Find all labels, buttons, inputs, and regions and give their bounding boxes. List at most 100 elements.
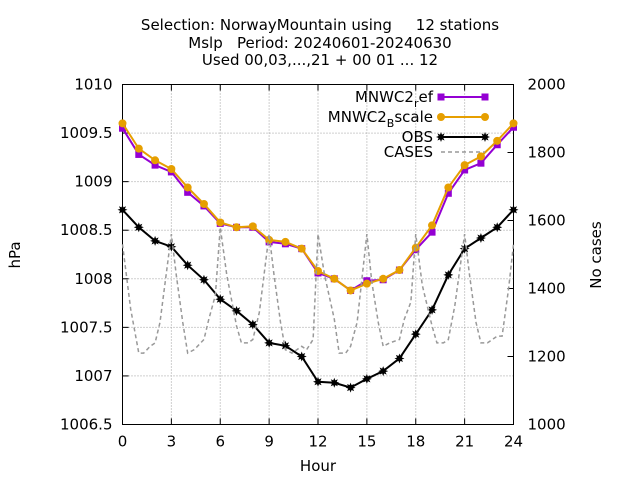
y-tick-label: 1010 [74,76,112,94]
data-point [215,294,226,305]
y2-axis-label: No cases [587,221,605,289]
series-3 [121,227,515,355]
data-point [118,119,127,128]
y2-tick-label: 1400 [528,280,566,298]
y2-tick-label: 1600 [528,212,566,230]
data-point [133,222,144,233]
x-tick-label: 3 [167,433,177,451]
series-1 [118,119,518,295]
x-tick-label: 12 [308,433,327,451]
data-point [378,366,389,377]
data-point [184,188,192,196]
x-tick-label: 9 [264,433,274,451]
data-point [264,337,275,348]
legend-marker [437,113,445,121]
data-point [345,382,356,393]
data-point [443,269,454,280]
series-2 [117,204,519,393]
x-tick-label: 24 [504,433,523,451]
x-tick-label: 21 [455,433,474,451]
data-point [119,124,126,132]
data-point [199,199,208,208]
data-point [151,161,159,169]
data-point [150,235,161,246]
data-point [166,241,177,252]
x-axis-label: Hour [300,457,337,475]
y-tick-label: 1007 [74,367,112,385]
chart-title-line-1: Selection: NorwayMountain using 12 stati… [140,16,500,34]
axis-ticks: 0 3 6 9 12 15 18 21 24 1006.5 1007 1007.5 1008 1008.5… [60,76,566,451]
data-point [134,144,143,153]
y-tick-label: 1008 [74,270,112,288]
data-point [183,183,192,192]
data-point [167,165,176,174]
data-point [296,351,307,362]
y-axis-label: hPa [6,241,24,268]
x-tick-label: 15 [357,433,376,451]
legend-label: MNWC2Bscale [328,108,433,130]
chart-title-line-2: Mslp Period: 20240601-20240630 [188,34,452,52]
y2-tick-label: 2000 [528,76,566,94]
y2-tick-label: 1800 [528,144,566,162]
x-tick-label: 18 [406,433,425,451]
data-point [216,218,225,227]
data-point [459,243,470,254]
legend-marker [480,132,490,142]
data-point [509,119,518,128]
legend-marker [481,113,489,121]
data-point [232,223,241,232]
data-point [395,266,404,275]
data-point [362,279,371,288]
data-point [281,237,290,246]
data-point [198,274,209,285]
y-tick-label: 1009 [74,173,112,191]
y-tick-label: 1007.5 [60,318,113,336]
data-point [476,152,485,161]
data-point [394,353,405,364]
data-point [461,166,469,174]
y-tick-label: 1009.5 [60,124,113,142]
data-point [346,286,355,295]
legend-label: CASES [384,143,433,161]
legend-label: MNWC2ref [355,88,434,110]
y-tick-label: 1008.5 [60,221,113,239]
data-point [444,183,453,192]
data-point [297,244,306,253]
data-point [444,189,452,197]
series-line [121,227,515,355]
data-point [411,243,420,252]
data-point [248,222,257,231]
data-point [410,329,421,340]
data-point [460,161,469,170]
legend-marker [481,93,489,101]
data-point [477,159,485,167]
legend-marker [437,93,445,101]
data-point [492,222,503,233]
y-tick-label: 1006.5 [60,416,113,434]
data-point [117,204,128,215]
x-tick-label: 6 [215,433,225,451]
data-point [428,228,436,236]
data-point [151,156,160,165]
grid [122,84,514,425]
data-point [475,232,486,243]
data-point [361,373,372,384]
y2-tick-label: 1200 [528,348,566,366]
data-point [379,274,388,283]
data-point [313,376,323,387]
data-point [182,260,193,271]
series-group [117,119,519,393]
legend-label: OBS [402,128,433,146]
data-point [329,377,340,388]
data-point [314,267,322,276]
data-point [493,136,502,145]
data-point [280,340,291,351]
legend-marker [436,132,446,142]
data-point [428,221,437,230]
chart-title-line-3: Used 00,03,...,21 + 00 01 ... 12 [201,51,439,69]
data-point [427,304,438,315]
data-point [135,150,143,158]
y2-tick-label: 1000 [528,416,566,434]
